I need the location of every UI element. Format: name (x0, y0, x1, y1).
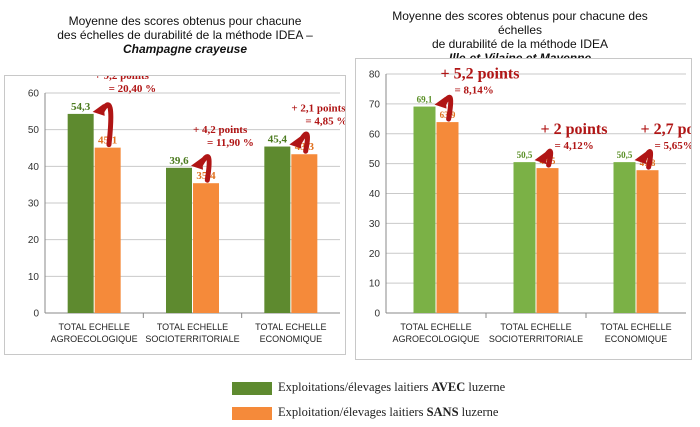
c2-ytick-label: 20 (369, 249, 381, 260)
legend-avec-suffix: luzerne (465, 380, 506, 394)
legend-sans-bold: SANS (426, 405, 459, 419)
legend-avec-bold: AVEC (431, 380, 466, 394)
chart2-title-line1: Moyenne des scores obtenus pour chacune … (392, 9, 648, 37)
c2-category-label: AGROECOLOGIQUE (392, 334, 479, 344)
c2-ytick-label: 50 (369, 159, 381, 170)
c1-ytick-label: 40 (28, 162, 40, 173)
c2-bar (513, 162, 536, 313)
c1-ytick-label: 20 (28, 235, 40, 246)
chart1-title-line2: des échelles de durabilité de la méthode… (57, 28, 313, 42)
c1-category-label: TOTAL ECHELLE (255, 322, 326, 332)
c2-annotation-points: + 2,7 points (641, 121, 692, 138)
c1-arrowhead (289, 136, 302, 149)
c1-data-label: 45,4 (268, 134, 288, 146)
c1-annotation-points: + 4,2 points (193, 124, 248, 136)
c2-ytick-label: 0 (374, 309, 380, 320)
c2-arrowhead (434, 96, 447, 109)
c1-annotation-points: + 2,1 points (291, 103, 345, 115)
chart1-title-line1: Moyenne des scores obtenus pour chacune (68, 14, 302, 28)
c2-ytick-label: 80 (369, 70, 381, 81)
c2-annotation-points: + 5,2 points (441, 66, 520, 83)
c2-ytick-label: 70 (369, 99, 381, 110)
chart2-title: Moyenne des scores obtenus pour chacune … (375, 9, 665, 65)
c1-annotation-points: + 9,2 points (95, 76, 150, 82)
c1-bar (67, 113, 94, 314)
c2-bar (636, 170, 659, 313)
c1-ytick-label: 60 (28, 89, 40, 100)
c1-ytick-label: 30 (28, 199, 40, 210)
c2-annotation-percent: = 8,14% (455, 85, 494, 97)
c1-bar (193, 183, 219, 313)
c1-bar (166, 167, 192, 313)
c2-annotation-percent: = 5,65% (655, 140, 692, 152)
legend-sans-prefix: Exploitation/élevages laitiers (278, 405, 427, 419)
legend-sans: Exploitation/élevages laitiers SANS luze… (232, 405, 498, 420)
legend-avec: Exploitations/élevages laitiers AVEC luz… (232, 380, 505, 395)
c2-category-label: ECONOMIQUE (605, 334, 668, 344)
c2-bar (613, 162, 636, 313)
c1-data-label: 54,3 (71, 101, 91, 113)
legend-sans-suffix: luzerne (458, 405, 499, 419)
c1-annotation-percent: = 20,40 % (109, 83, 157, 95)
c2-category-label: TOTAL ECHELLE (500, 322, 571, 332)
c2-ytick-label: 40 (369, 189, 381, 200)
c1-bar (264, 146, 291, 313)
chart1-subtitle: Champagne crayeuse (122, 42, 248, 56)
c2-bar (413, 106, 436, 313)
legend-avec-swatch (232, 381, 272, 395)
legend-avec-prefix: Exploitations/élevages laitiers (278, 380, 432, 394)
c2-category-label: SOCIOTERRITORIALE (489, 334, 583, 344)
c1-category-label: TOTAL ECHELLE (157, 322, 228, 332)
c1-data-label: 39,6 (169, 155, 189, 167)
chart2-panel: 0 10 20 30 40 50 60 70 80 69,1 63,9 TOTAL ECHELLE AG… (355, 58, 692, 360)
c2-category-label: TOTAL ECHELLE (600, 322, 671, 332)
c1-bar (94, 147, 121, 313)
legend-sans-swatch (232, 406, 272, 420)
c1-category-label: ECONOMIQUE (260, 334, 323, 344)
c2-arrowhead (634, 152, 647, 165)
c2-bar (536, 168, 559, 313)
c2-ytick-label: 10 (369, 279, 381, 290)
c2-data-label: 50,5 (617, 150, 633, 160)
c1-ytick-label: 10 (28, 272, 40, 283)
c1-annotation-percent: = 11,90 % (207, 137, 254, 149)
c1-category-label: TOTAL ECHELLE (58, 322, 129, 332)
chart2-title-line2: de durabilité de la méthode IDEA (431, 37, 609, 51)
c1-annotation-percent: = 4,85 % (305, 116, 345, 128)
c2-data-label: 69,1 (417, 95, 433, 105)
c1-arrowhead (191, 157, 203, 170)
chart1-title: Moyenne des scores obtenus pour chacune … (40, 14, 330, 56)
c1-arrowhead (92, 103, 105, 116)
chart1-panel: 0 10 20 30 40 50 60 54,3 45,1 TOTAL ECHELLE AGROEC… (4, 75, 346, 355)
c2-ytick-label: 30 (369, 219, 381, 230)
c2-annotation-points: + 2 points (541, 121, 608, 138)
c2-data-label: 50,5 (517, 150, 533, 160)
c1-category-label: SOCIOTERRITORIALE (145, 334, 239, 344)
c2-annotation-percent: = 4,12% (555, 140, 594, 152)
c2-arrowhead (534, 152, 547, 165)
c2-bar (436, 122, 459, 313)
c1-ytick-label: 50 (28, 125, 40, 136)
c2-category-label: TOTAL ECHELLE (400, 322, 471, 332)
c1-category-label: AGROECOLOGIQUE (51, 334, 138, 344)
c1-bar (291, 154, 318, 313)
c2-ytick-label: 60 (369, 129, 381, 140)
c1-ytick-label: 0 (33, 309, 39, 320)
